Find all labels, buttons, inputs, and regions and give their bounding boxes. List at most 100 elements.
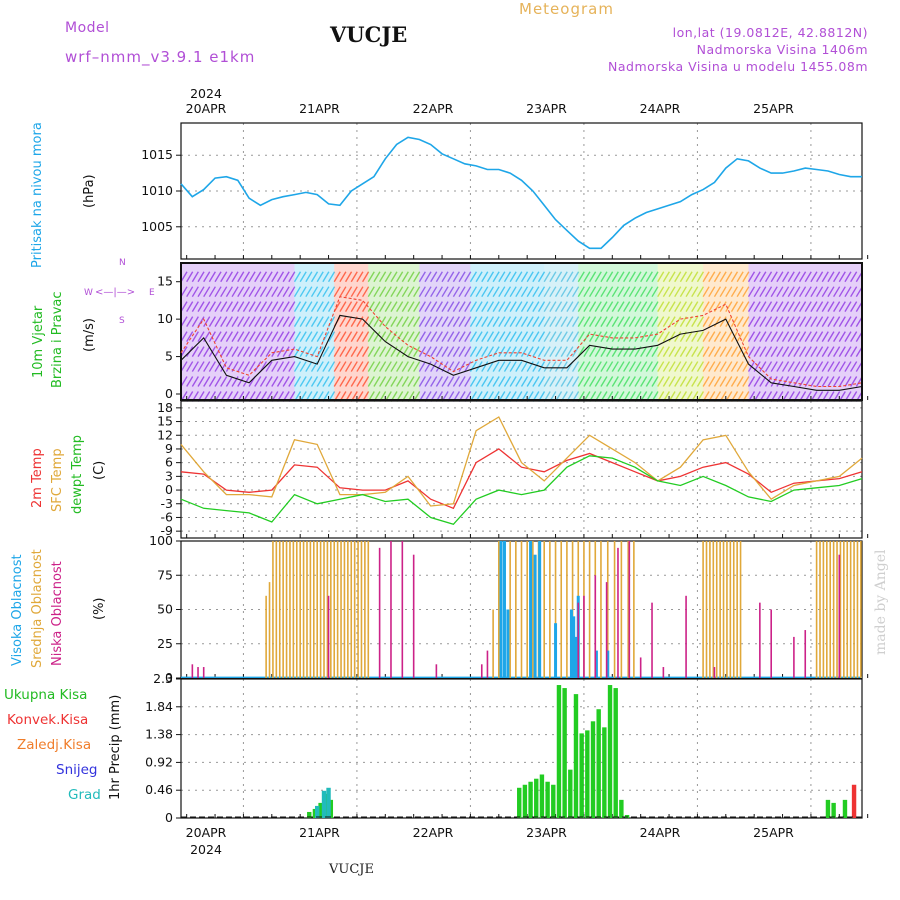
wind-barb: [265, 331, 273, 342]
total-precip-bar: [831, 802, 836, 818]
wind-barb: [208, 271, 216, 283]
wind-barb: [566, 346, 574, 357]
wind-barb: [668, 361, 676, 372]
wind-barb: [248, 361, 256, 372]
wind-barb: [344, 301, 353, 313]
wind-barb: [628, 346, 636, 357]
wind-barb: [407, 331, 415, 342]
hail-bar: [326, 787, 331, 818]
wind-barb: [486, 301, 495, 313]
t2m-line: [180, 448, 863, 510]
wind-barb: [850, 331, 858, 342]
legend-conv-rain: Konvek.Kisa: [7, 712, 89, 728]
wind-barb: [702, 271, 710, 283]
wind-barb: [237, 301, 245, 313]
wind-barb: [186, 331, 194, 342]
bottom-date-label: 20APR: [186, 825, 227, 840]
high-cloud-bar: [569, 609, 573, 678]
hail-bar: [321, 790, 327, 818]
low-cloud-bar: [759, 602, 761, 678]
legend-snow: Snijeg: [56, 762, 98, 778]
wind-barb: [259, 301, 268, 313]
wind-barb: [288, 346, 296, 357]
wind-barb: [237, 271, 245, 283]
wind-barb: [611, 286, 619, 298]
wind-barb: [804, 316, 812, 328]
wind-barb: [577, 361, 585, 372]
wind-barb: [424, 346, 432, 357]
wind-barb: [344, 286, 353, 298]
y-tick-label: 75: [157, 567, 173, 582]
wind-barb: [413, 361, 421, 372]
wind-barb: [781, 301, 790, 313]
mid-cloud-bar: [712, 541, 715, 678]
wind-barb: [293, 301, 302, 313]
wind-barb: [674, 271, 682, 283]
wind-barb: [571, 361, 580, 372]
wind-barb: [827, 376, 835, 387]
wind-barb: [214, 286, 222, 298]
wind-barb: [838, 301, 846, 313]
wind-barb: [588, 271, 597, 283]
low-cloud-bar: [628, 541, 631, 678]
wind-barb: [600, 271, 608, 283]
wind-barb: [844, 346, 852, 357]
wind-barb: [747, 346, 756, 357]
wind-barb: [594, 286, 602, 298]
wind-barb: [657, 271, 665, 283]
bottom-date-label: 21APR: [299, 825, 340, 840]
bottom-date-label: 24APR: [640, 825, 681, 840]
wind-barb: [804, 361, 812, 372]
wind-barb: [651, 271, 659, 283]
wind-barb: [764, 316, 773, 328]
wind-barb: [441, 331, 449, 342]
wind-barb: [407, 286, 415, 298]
wind-barb: [850, 286, 858, 298]
wind-barb: [413, 271, 421, 283]
wind-barb: [282, 316, 290, 328]
wind-barb: [367, 286, 375, 298]
y-tick-label: 12: [157, 427, 173, 442]
wind-barb: [214, 331, 222, 342]
wind-barb: [225, 346, 234, 357]
wind-barb: [674, 286, 682, 298]
model-altitude-label: Nadmorska Visina u modelu 1455.08m: [608, 59, 868, 74]
wind-barb: [191, 346, 199, 357]
mid-cloud-bar: [360, 541, 363, 678]
wind-barb: [759, 331, 767, 342]
wind-barb: [702, 316, 710, 328]
wind-barb: [571, 301, 580, 313]
total-precip-bar: [545, 781, 550, 818]
wind-barb: [282, 346, 290, 357]
wind-barb: [447, 346, 455, 357]
wind-barb: [220, 286, 228, 298]
mid-cloud-bar: [832, 541, 835, 678]
y-tick-label: 1.38: [145, 727, 173, 742]
wind-barb: [577, 286, 585, 298]
wind-barb: [850, 346, 858, 357]
wind-barb: [447, 316, 455, 328]
wind-barb: [549, 271, 557, 283]
wind-barb: [401, 346, 409, 357]
wind-barb: [838, 286, 846, 298]
wind-barb: [702, 346, 710, 357]
wind-barb: [299, 376, 307, 387]
wind-barb: [305, 271, 313, 283]
wind-barb: [560, 286, 568, 298]
wind-barb: [736, 376, 744, 387]
compass-west: W: [84, 288, 93, 298]
wind-barb: [435, 316, 443, 328]
wind-barb: [390, 271, 398, 283]
wind-barb: [509, 361, 517, 372]
high-cloud-bar: [499, 541, 503, 678]
wind-barb: [804, 301, 812, 313]
mid-cloud-bar: [739, 541, 742, 678]
wind-barb: [509, 376, 517, 387]
wind-barb: [833, 376, 841, 387]
bottom-date-label: 23APR: [526, 825, 567, 840]
wind-barb: [691, 301, 699, 313]
wind-barb: [793, 316, 801, 328]
wind-barb: [220, 361, 228, 372]
wind-barb: [322, 271, 330, 283]
wind-barb: [526, 331, 534, 342]
